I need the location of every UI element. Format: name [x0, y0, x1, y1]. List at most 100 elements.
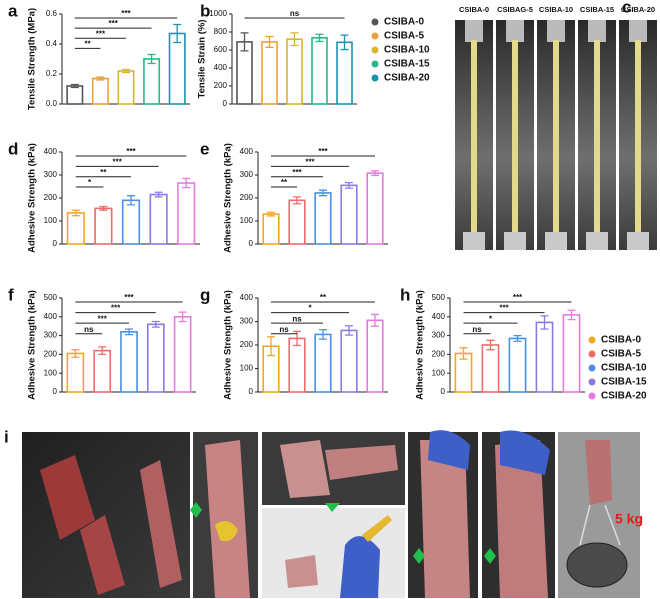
specimen	[594, 40, 600, 235]
y-tick-label: 1000	[209, 9, 227, 18]
legend-marker	[371, 74, 379, 82]
legend-label: CSIBA-10	[601, 363, 647, 374]
legend-label: CSIBA-0	[601, 335, 641, 346]
legend-label: CSIBA-10	[384, 45, 430, 56]
error-bar	[122, 68, 130, 74]
panel-letter: i	[4, 427, 9, 446]
legend-label: CSIBA-5	[601, 349, 641, 360]
error-bar	[173, 23, 182, 44]
bar	[173, 315, 192, 393]
error-bar	[125, 328, 133, 336]
clamp	[547, 20, 565, 42]
photo-label: CSIBAG-5	[497, 5, 533, 14]
legend-label: CSIBA-5	[384, 31, 424, 42]
y-tick-label: 300	[432, 331, 446, 340]
y-tick-label: 500	[432, 293, 446, 302]
error-bar	[345, 325, 353, 336]
legend-marker	[588, 336, 596, 344]
error-bar	[154, 191, 163, 198]
y-tick-label: 300	[44, 170, 58, 179]
y-tick-label: 300	[44, 331, 58, 340]
bar	[366, 319, 384, 393]
y-tick-label: 200	[432, 350, 446, 359]
legend-label: CSIBA-20	[384, 73, 430, 84]
significance-label: ***	[98, 314, 108, 323]
clamp	[586, 232, 608, 250]
y-tick-label: 0	[53, 387, 58, 396]
y-tick-label: 800	[214, 27, 228, 36]
panel-letter: f	[8, 285, 14, 304]
bar	[286, 38, 303, 105]
error-bar	[371, 313, 379, 327]
tissue	[40, 455, 95, 540]
bar	[481, 344, 500, 393]
bar	[121, 199, 141, 245]
significance-label: ns	[290, 9, 300, 18]
y-tick-label: 200	[44, 350, 58, 359]
error-bar	[340, 34, 349, 51]
error-bar	[151, 320, 160, 328]
panel-letter: b	[200, 1, 210, 20]
y-tick-label: 200	[214, 81, 228, 90]
legend-marker	[588, 378, 596, 386]
y-tick-label: 0.4	[46, 39, 58, 48]
tissue	[325, 445, 398, 480]
bar	[340, 184, 358, 245]
bar	[93, 349, 112, 393]
bar	[314, 192, 332, 245]
y-tick-label: 0.0	[46, 99, 58, 108]
y-tick-label: 100	[432, 368, 446, 377]
bar	[288, 337, 306, 393]
error-bar	[319, 329, 327, 340]
bar	[143, 58, 161, 105]
panel-letter: c	[622, 0, 631, 16]
y-tick-label: 0.6	[46, 9, 58, 18]
significance-label: ***	[318, 147, 328, 156]
significance-label: ***	[499, 304, 509, 313]
y-tick-label: 400	[432, 312, 446, 321]
adhesive	[215, 521, 238, 542]
error-bar	[371, 170, 379, 177]
panel-letter: g	[200, 285, 210, 304]
error-bar	[127, 195, 135, 206]
error-bar	[267, 211, 275, 217]
y-tick-label: 200	[240, 340, 254, 349]
y-tick-label: 100	[240, 216, 254, 225]
photo-label: CSIBA-15	[580, 5, 614, 14]
error-bar	[265, 35, 274, 48]
error-bar	[319, 189, 327, 197]
specimen	[471, 40, 477, 235]
bar	[66, 352, 85, 393]
tissue	[140, 460, 182, 588]
bar	[149, 193, 168, 245]
glove	[500, 430, 550, 475]
y-tick-label: 300	[240, 170, 254, 179]
significance-label: ***	[124, 293, 134, 302]
significance-label: ns	[84, 325, 94, 334]
error-bar	[513, 334, 522, 342]
significance-label: ***	[292, 168, 302, 177]
bar	[508, 337, 527, 393]
syringe	[362, 515, 392, 542]
glove	[340, 536, 380, 598]
y-tick-label: 200	[240, 193, 254, 202]
tissue	[585, 440, 612, 505]
y-axis-label: Adhesive Strength (kPa)	[27, 290, 38, 400]
y-tick-label: 0	[53, 239, 58, 248]
panel-letter: d	[8, 139, 18, 158]
bar	[177, 182, 196, 245]
significance-label: ***	[113, 157, 123, 166]
significance-label: ns	[292, 314, 302, 323]
panel-letter: h	[400, 285, 410, 304]
specimen	[635, 40, 641, 235]
error-bar	[96, 76, 105, 81]
panel-letter: e	[200, 139, 209, 158]
bar	[366, 172, 384, 245]
bar	[94, 207, 113, 245]
significance-label: ***	[121, 9, 131, 18]
tissue	[420, 440, 470, 598]
clamp	[463, 232, 485, 250]
significance-label: **	[320, 293, 327, 302]
bar	[535, 321, 554, 393]
clamp	[506, 20, 524, 42]
